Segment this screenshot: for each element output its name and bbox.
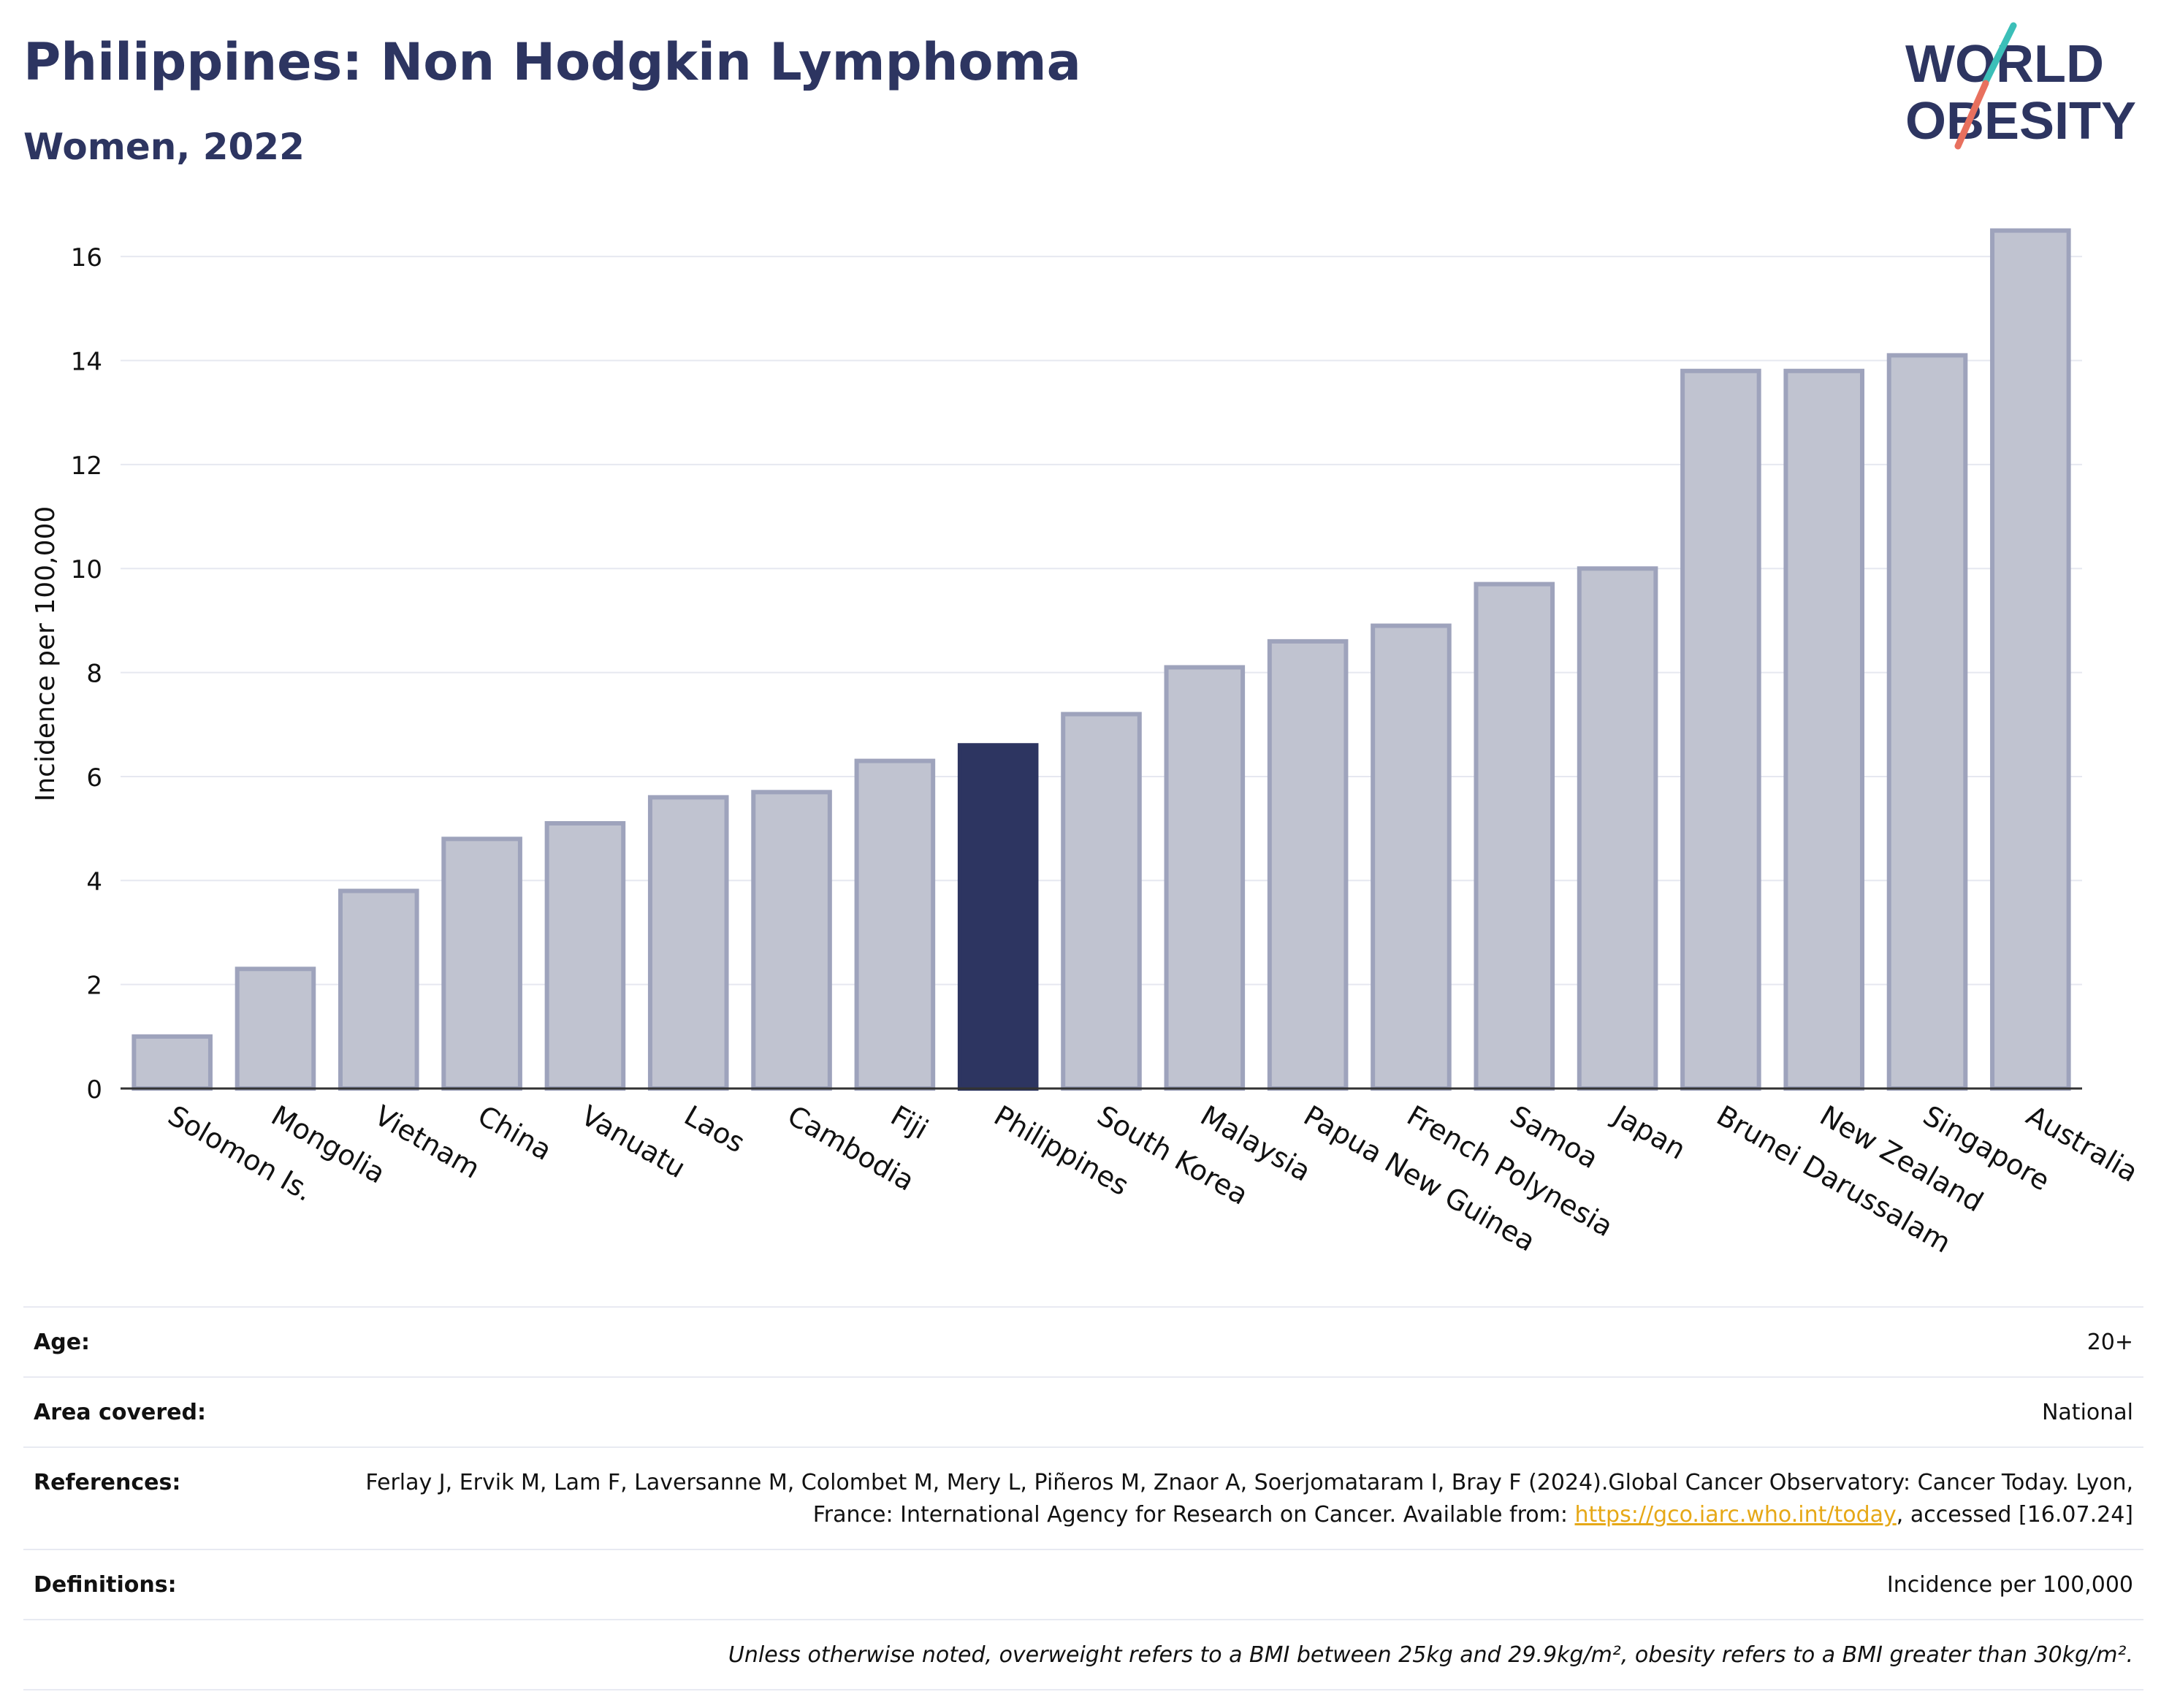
- bar-japan: [1577, 566, 1658, 1091]
- definitions-value: Incidence per 100,000: [351, 1549, 2143, 1620]
- bars: [132, 228, 2071, 1091]
- bar-australia: [1990, 228, 2071, 1091]
- bar-south-korea: [1061, 712, 1142, 1091]
- references-link[interactable]: https://gco.iarc.who.int/today: [1574, 1502, 1897, 1528]
- y-tick-label: 10: [71, 555, 102, 584]
- y-tick-label: 16: [71, 243, 102, 272]
- bar-chart: 0 2 4 6 8 10 12 14 16 Solomon Is.MongoliaVietnam…: [31, 228, 2143, 1259]
- bar-papua-new-guinea: [1267, 638, 1349, 1091]
- meta-row-references: References: Ferlay J, Ervik M, Lam F, La…: [23, 1446, 2143, 1549]
- note-spacer: [23, 1619, 351, 1690]
- metadata-table: Age: 20+ Area covered: National Referenc…: [23, 1306, 2143, 1690]
- y-tick-label: 2: [86, 972, 102, 1001]
- area-value: National: [351, 1376, 2143, 1447]
- meta-row-area: Area covered: National: [23, 1376, 2143, 1447]
- area-label: Area covered:: [23, 1376, 351, 1447]
- x-tick-label: Vanuatu: [576, 1099, 691, 1184]
- meta-row-age: Age: 20+: [23, 1306, 2143, 1377]
- y-tick-label: 0: [86, 1075, 102, 1105]
- bar-fiji: [854, 758, 936, 1091]
- bar-china: [441, 836, 522, 1091]
- logo-slash-teal-icon: [1982, 22, 2017, 85]
- bar-laos: [647, 795, 729, 1091]
- bar-philippines: [957, 743, 1039, 1091]
- logo-slash-coral-icon: [1954, 80, 1989, 150]
- y-axis-label: Incidence per 100,000: [31, 506, 61, 802]
- references-text: Ferlay J, Ervik M, Lam F, Laversanne M, …: [365, 1470, 2133, 1528]
- bar-malaysia: [1164, 665, 1246, 1091]
- world-obesity-logo: WORLD OBESITY: [1905, 22, 2136, 150]
- x-tick-label: Laos: [679, 1099, 750, 1159]
- y-tick-label: 8: [86, 660, 102, 689]
- y-tick-label: 12: [71, 451, 102, 481]
- chart-title: Philippines: Non Hodgkin Lymphoma: [23, 32, 1081, 92]
- bar-samoa: [1474, 582, 1555, 1091]
- y-tick-label: 6: [86, 763, 102, 793]
- definitions-label: Definitions:: [23, 1549, 351, 1620]
- bar-vanuatu: [544, 821, 626, 1091]
- bar-brunei-darussalam: [1680, 368, 1761, 1091]
- logo-text-obesity: OBESITY: [1905, 92, 2136, 150]
- bar-vietnam: [338, 888, 419, 1091]
- y-tick-label: 14: [71, 348, 102, 377]
- x-tick-label: Fiji: [885, 1099, 934, 1145]
- y-axis-ticks: 0 2 4 6 8 10 12 14 16: [71, 243, 102, 1105]
- bar-new-zealand: [1783, 368, 1864, 1091]
- age-label: Age:: [23, 1306, 351, 1377]
- bar-french-polynesia: [1371, 623, 1452, 1091]
- references-accessed: , accessed [16.07.24]: [1896, 1502, 2133, 1528]
- bar-cambodia: [751, 790, 832, 1091]
- bmi-note: Unless otherwise noted, overweight refer…: [351, 1619, 2143, 1690]
- references-label: References:: [23, 1446, 351, 1549]
- bar-singapore: [1886, 353, 1968, 1091]
- meta-row-definitions: Definitions: Incidence per 100,000: [23, 1549, 2143, 1620]
- chart-subtitle: Women, 2022: [23, 126, 305, 168]
- x-tick-label: Japan: [1607, 1099, 1691, 1166]
- meta-row-note: Unless otherwise noted, overweight refer…: [23, 1619, 2143, 1690]
- references-value: Ferlay J, Ervik M, Lam F, Laversanne M, …: [351, 1446, 2143, 1549]
- x-tick-label: Vietnam: [369, 1099, 485, 1185]
- bar-mongolia: [235, 967, 316, 1091]
- bar-solomon-is: [132, 1034, 213, 1091]
- age-value: 20+: [351, 1306, 2143, 1377]
- y-tick-label: 4: [86, 867, 102, 896]
